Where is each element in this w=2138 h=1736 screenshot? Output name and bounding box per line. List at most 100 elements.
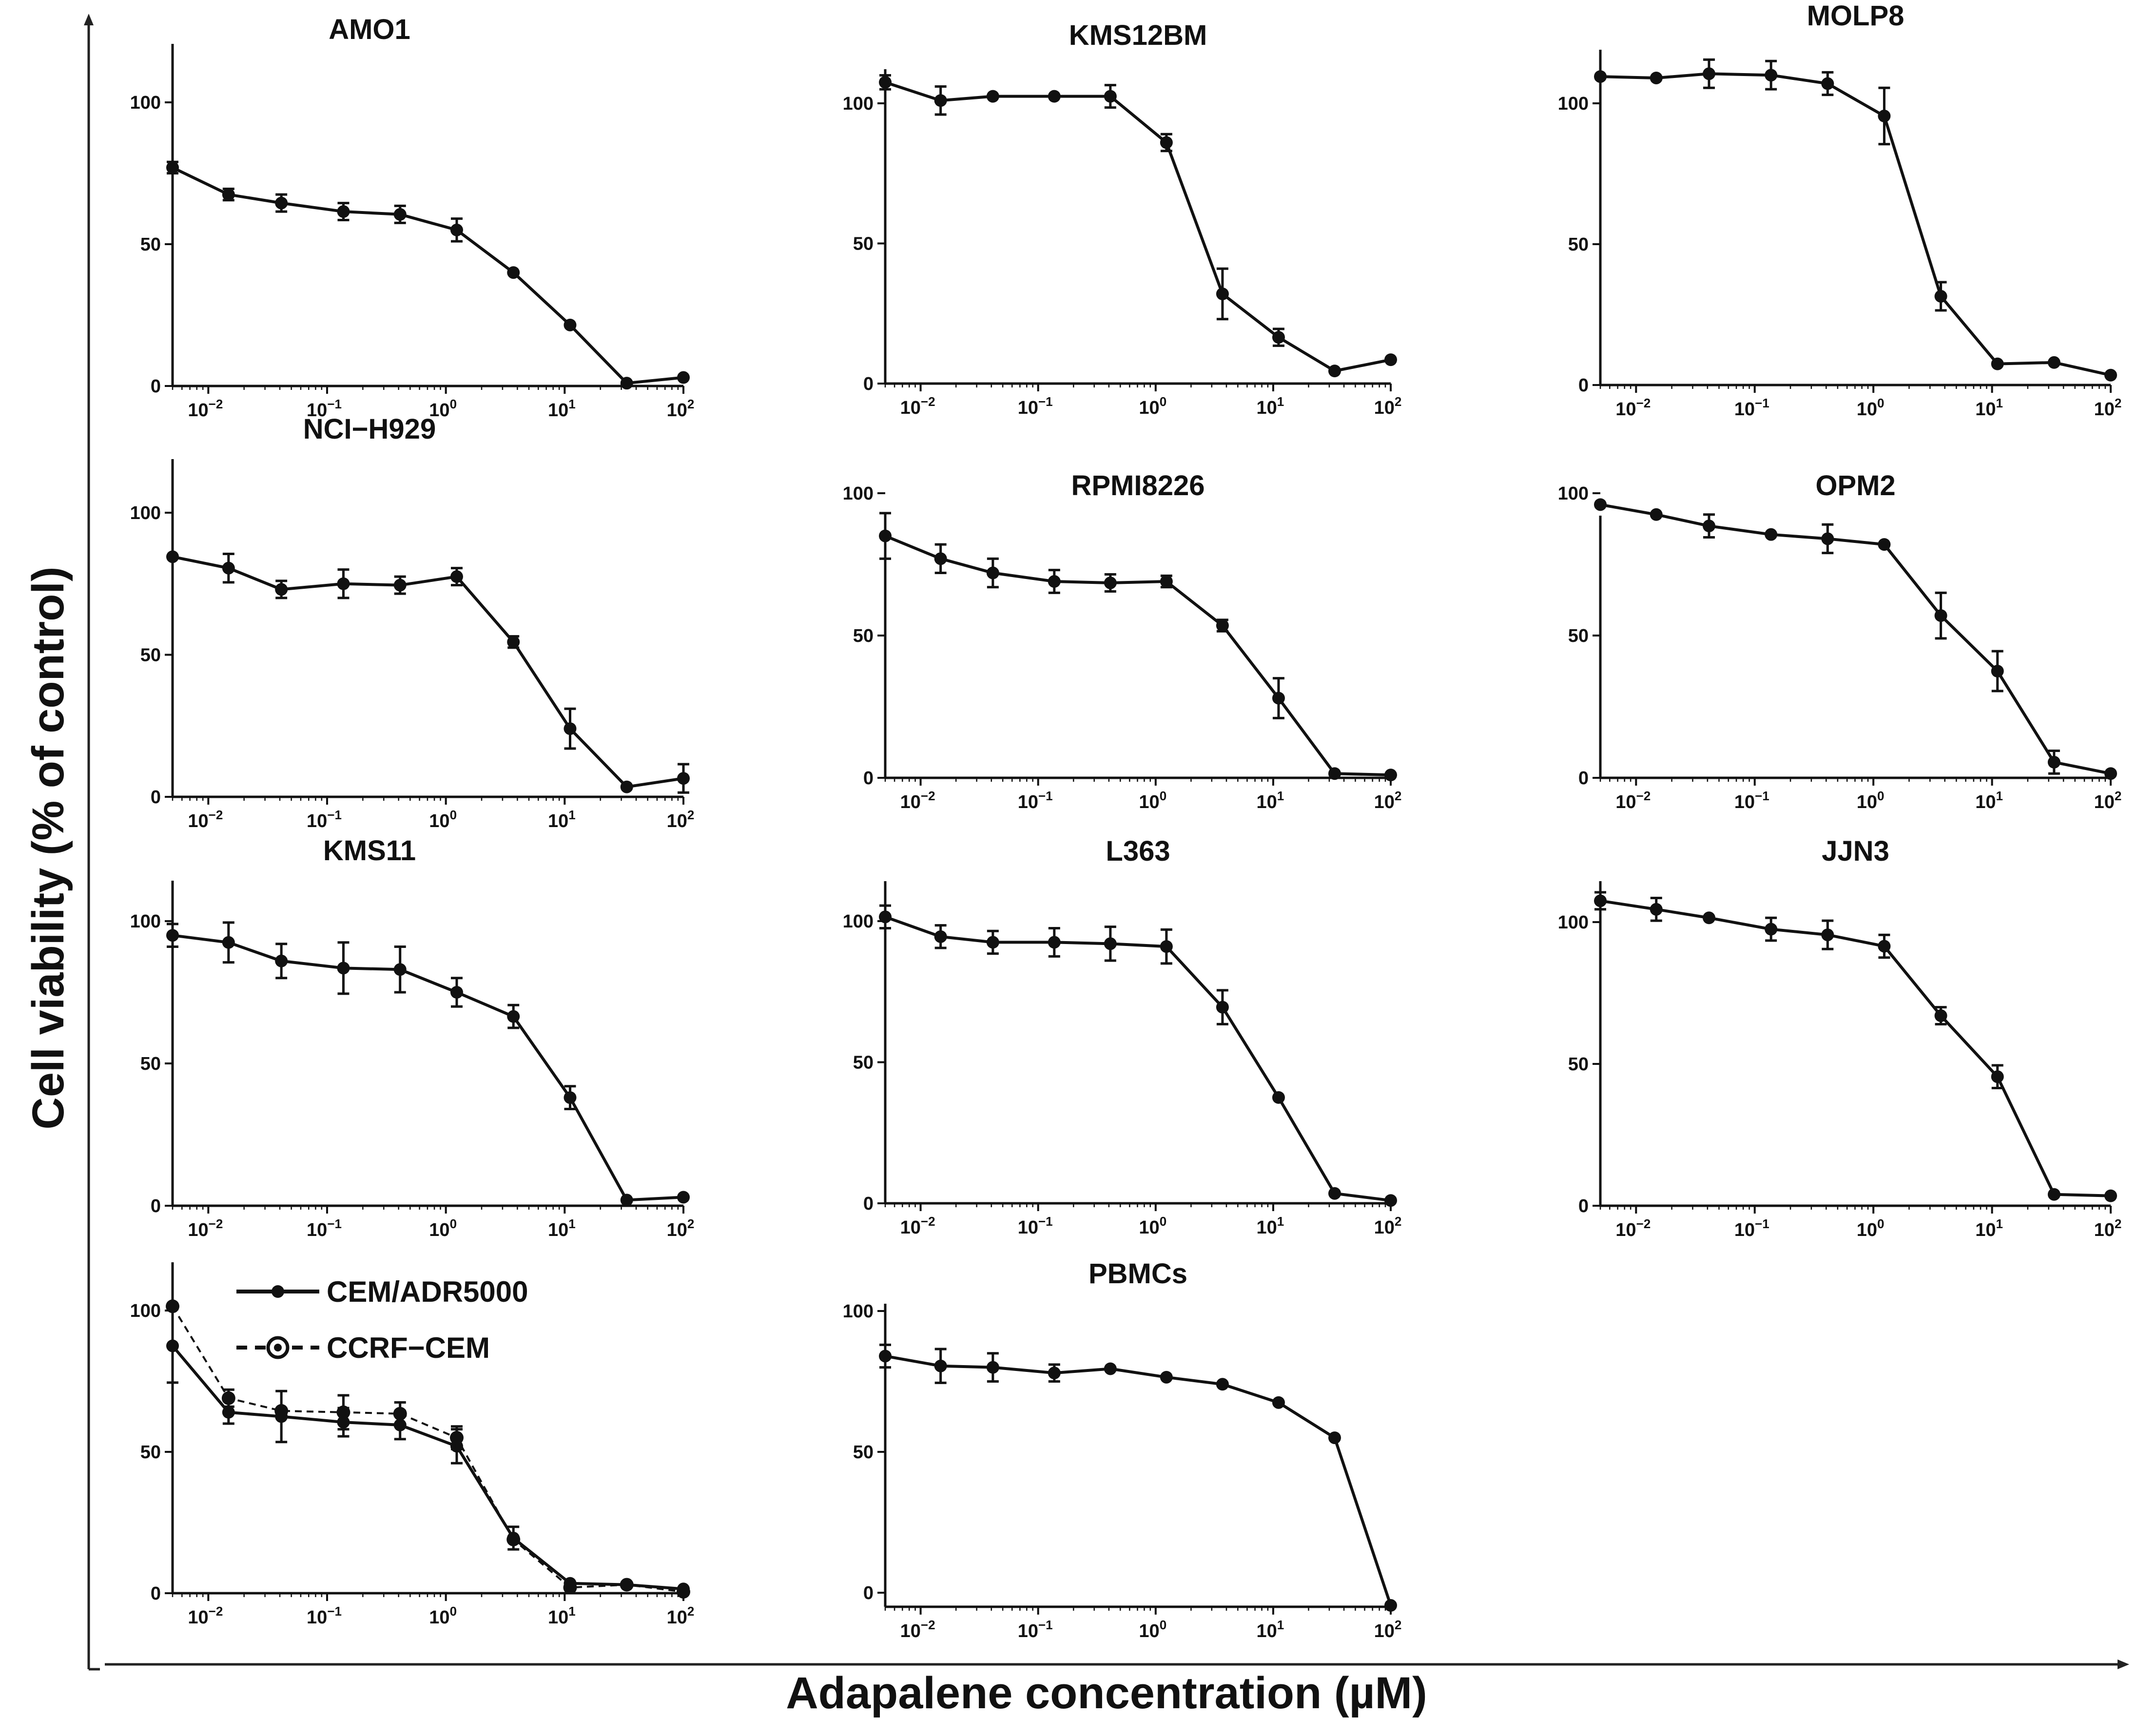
- data-point: [934, 930, 947, 943]
- x-tick-label: 101: [1257, 394, 1284, 418]
- x-tick-label: 10−2: [1615, 789, 1651, 812]
- chart-panel-opm2: 0 50 100 10−2 10−1 100 101 102 OPM2: [1558, 470, 2122, 812]
- data-point: [1878, 538, 1891, 551]
- legend-marker-center: [274, 1344, 282, 1351]
- y-tick-label: 50: [140, 234, 161, 255]
- data-point: [879, 529, 892, 542]
- data-point: [677, 772, 690, 785]
- x-tick-label: 102: [2094, 396, 2122, 420]
- y-tick-label: 0: [151, 787, 161, 808]
- data-point: [1594, 498, 1607, 511]
- chart-panel-cem: 0 50 100 10−2 10−1 100 101 102 CEM/ADR5000 CCRF−C…: [130, 1262, 695, 1628]
- x-tick-label: 100: [1857, 789, 1885, 812]
- x-tick-label: 101: [548, 808, 576, 831]
- series-line-0: [172, 934, 684, 1202]
- y-tick-label: 0: [1578, 1196, 1589, 1216]
- legend-marker: [272, 1285, 284, 1298]
- series-line-0: [1600, 72, 2111, 377]
- data-point: [1216, 288, 1229, 300]
- data-point: [879, 76, 892, 89]
- data-point: [336, 1405, 350, 1419]
- data-point: [2104, 1189, 2117, 1202]
- legend-label: CEM/ADR5000: [327, 1275, 528, 1308]
- data-point: [1272, 331, 1285, 344]
- data-point: [620, 1194, 633, 1207]
- chart-panel-jjn3: 0 50 100 10−2 10−1 100 101 102 JJN3: [1558, 835, 2122, 1240]
- y-tick-label: 50: [1568, 234, 1589, 255]
- chart-panel-kms12bm: 0 50 100 10−2 10−1 100 101 102 KMS12BM: [843, 19, 1402, 418]
- x-tick-label: 102: [667, 1604, 695, 1628]
- data-point: [274, 1404, 289, 1418]
- data-point: [1216, 1378, 1229, 1391]
- data-point: [1384, 353, 1397, 366]
- series-line-0: [884, 534, 1391, 777]
- y-tick-label: 0: [863, 768, 874, 789]
- y-tick-label: 50: [853, 234, 874, 254]
- x-tick-label: 101: [548, 1216, 576, 1240]
- data-point: [450, 570, 463, 583]
- data-point: [1328, 1431, 1341, 1445]
- y-tick-label: 50: [140, 645, 161, 666]
- data-point: [620, 377, 633, 390]
- series-line-0: [172, 166, 684, 385]
- y-tick-label: 0: [863, 1194, 874, 1214]
- data-point: [934, 1359, 947, 1372]
- y-tick-label: 0: [151, 1196, 161, 1216]
- data-point: [1821, 77, 1834, 90]
- data-point: [449, 1431, 464, 1445]
- x-tick-label: 102: [1374, 1214, 1402, 1238]
- data-point: [1934, 609, 1947, 622]
- panel-title: PBMCs: [1088, 1258, 1187, 1290]
- data-point: [1104, 1362, 1117, 1375]
- chart-panel-kms11: 0 50 100 10−2 10−1 100 101 102 KMS11: [130, 835, 695, 1240]
- series-line-0: [172, 555, 684, 789]
- data-point: [507, 636, 520, 649]
- data-point: [1104, 576, 1117, 589]
- data-point: [450, 223, 463, 236]
- data-point: [1048, 90, 1061, 103]
- x-tick-label: 10−2: [188, 1216, 223, 1240]
- data-point: [677, 1191, 690, 1204]
- global-x-axis: [105, 1659, 2129, 1669]
- data-point: [879, 910, 892, 924]
- data-point: [1765, 528, 1778, 541]
- y-tick-label: 0: [863, 374, 874, 394]
- data-point: [564, 722, 577, 735]
- data-point: [1594, 894, 1607, 907]
- x-tick-label: 101: [1257, 1618, 1284, 1641]
- data-point: [2047, 1188, 2060, 1201]
- series-line-0: [885, 81, 1391, 373]
- y-tick-label: 50: [140, 1442, 161, 1463]
- data-point: [1821, 928, 1834, 942]
- data-point: [275, 583, 288, 596]
- data-point: [879, 1350, 892, 1363]
- chart-panel-pbmcs: 0 50 100 10−2 10−1 100 101 102 PBMCs: [843, 1258, 1402, 1641]
- data-point: [506, 1532, 521, 1546]
- data-point: [563, 1581, 577, 1595]
- x-tick-label: 10−2: [1615, 396, 1651, 420]
- data-point: [1328, 365, 1341, 378]
- y-tick-label: 50: [853, 1053, 874, 1073]
- x-tick-label: 10−1: [307, 808, 342, 831]
- data-point: [1328, 1187, 1341, 1200]
- x-tick-label: 10−1: [1734, 789, 1769, 812]
- data-point: [2104, 767, 2117, 780]
- x-tick-label: 10−2: [900, 394, 935, 418]
- data-point: [1650, 508, 1663, 521]
- x-tick-label: 102: [2094, 789, 2122, 812]
- data-point: [1160, 1370, 1173, 1384]
- data-point: [564, 318, 577, 331]
- data-point: [677, 1585, 690, 1599]
- chart-panel-nci-h929: 0 50 100 10−2 10−1 100 101 102 NCI−H929: [130, 413, 695, 831]
- series-line-0: [1600, 899, 2111, 1197]
- data-point: [507, 266, 520, 279]
- data-point: [166, 1339, 179, 1352]
- x-tick-label: 102: [1374, 394, 1402, 418]
- data-point: [1650, 903, 1663, 916]
- y-tick-label: 100: [130, 1301, 161, 1321]
- data-point: [337, 577, 350, 590]
- y-tick-label: 0: [151, 1583, 161, 1604]
- data-point: [1991, 357, 2004, 370]
- data-point: [1272, 1091, 1285, 1104]
- data-point: [275, 196, 288, 210]
